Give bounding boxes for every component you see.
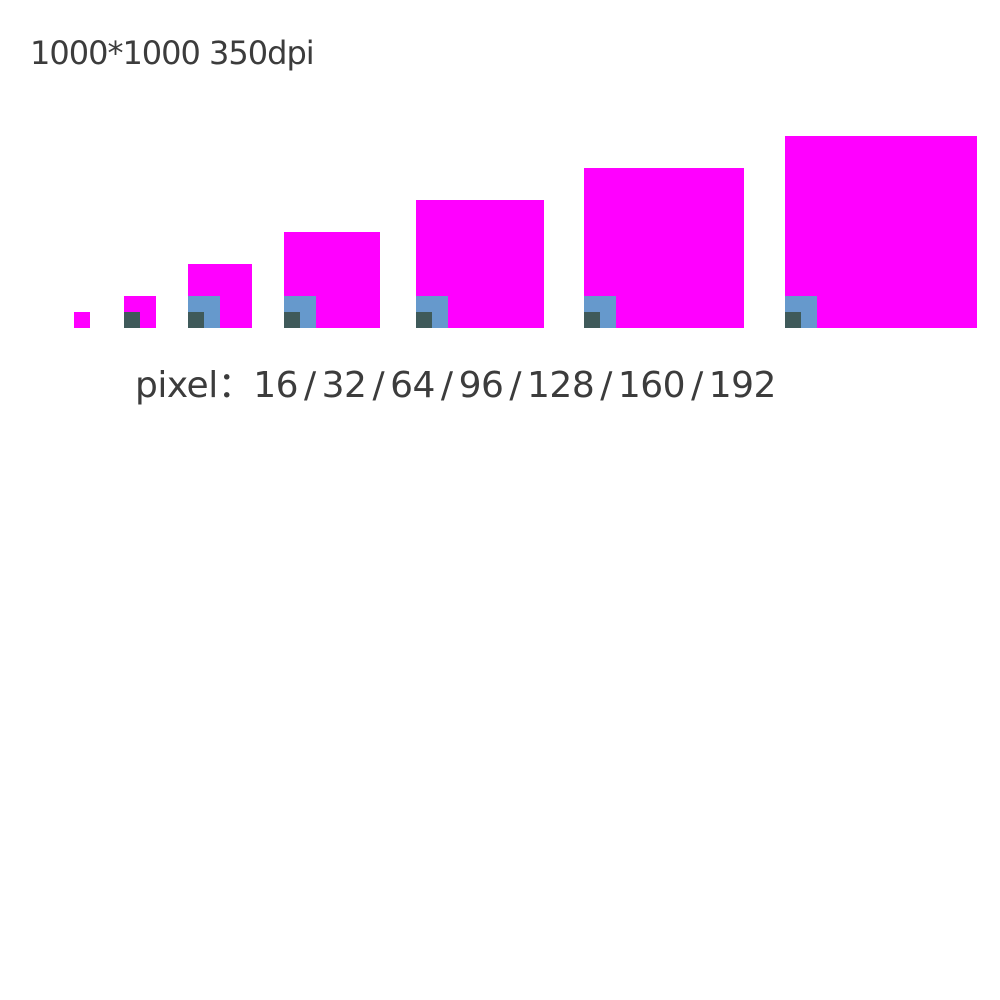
reference-square	[584, 312, 600, 328]
reference-square	[785, 312, 801, 328]
size-label: 128	[527, 365, 595, 406]
reference-square	[416, 312, 432, 328]
caption: pixel：16/32/64/96/128/160/192	[135, 356, 776, 408]
size-label: 160	[617, 365, 686, 406]
separator: /	[440, 365, 453, 406]
size-square	[785, 136, 977, 328]
size-label: 32	[321, 365, 367, 406]
reference-square	[284, 312, 300, 328]
separator: /	[600, 365, 612, 406]
size-label: 64	[390, 365, 435, 406]
size-square	[74, 312, 90, 328]
separator: /	[509, 365, 522, 406]
separator: /	[691, 365, 703, 406]
size-label: 192	[708, 365, 777, 406]
reference-square	[124, 312, 140, 328]
caption-label: pixel：	[135, 365, 254, 406]
separator: /	[304, 365, 316, 406]
title: 1000*1000 350dpi	[30, 34, 315, 72]
size-squares	[0, 0, 1000, 340]
size-label: 16	[253, 365, 299, 406]
separator: /	[372, 365, 385, 406]
size-label: 96	[458, 365, 504, 406]
reference-square	[188, 312, 204, 328]
